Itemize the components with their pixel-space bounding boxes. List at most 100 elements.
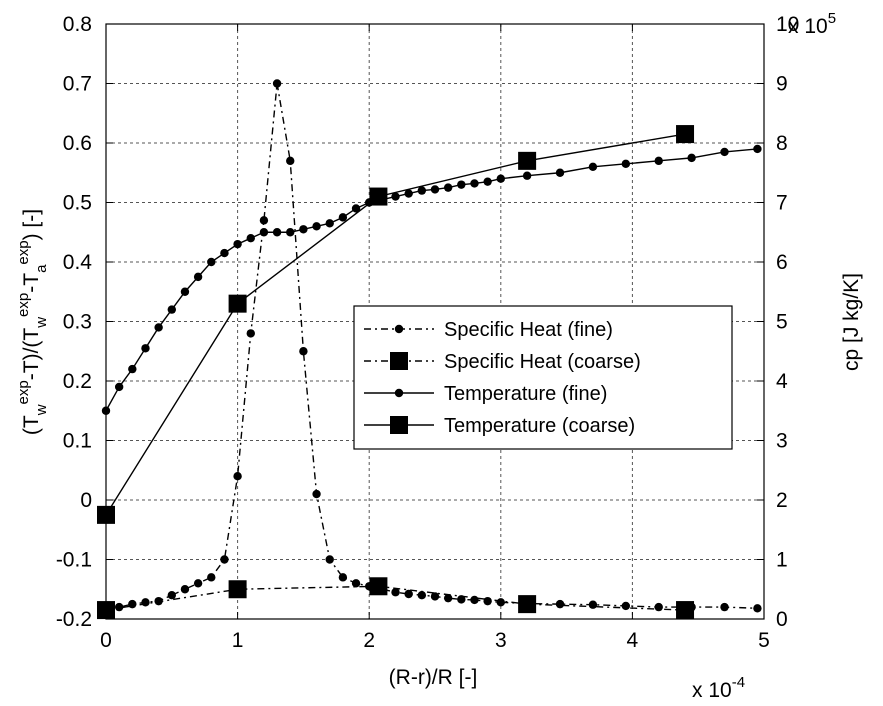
data-point-specific-heat-fine — [220, 555, 229, 564]
y-right-tick-label: 6 — [776, 251, 788, 274]
y-left-tick-label: 0.4 — [63, 251, 93, 274]
data-point-temperature-coarse — [97, 505, 115, 524]
data-point-specific-heat-fine — [272, 79, 282, 88]
data-point-specific-heat-fine — [312, 489, 321, 499]
data-point-temperature-fine — [286, 228, 295, 237]
data-point-temperature-fine — [483, 177, 492, 186]
data-point-specific-heat-fine — [338, 573, 348, 582]
legend-label: Specific Heat (fine) — [444, 319, 613, 341]
x-tick-label: 5 — [758, 629, 770, 652]
data-point-specific-heat-fine — [180, 585, 190, 594]
y-right-axis-multiplier: x 105 — [788, 10, 836, 38]
data-point-specific-heat-coarse — [518, 595, 537, 614]
data-point-temperature-fine — [443, 183, 453, 192]
data-point-specific-heat-fine — [621, 601, 631, 611]
data-point-temperature-fine — [233, 239, 242, 249]
data-point-temperature-fine — [391, 192, 400, 201]
legend-marker — [390, 352, 408, 370]
data-point-specific-heat-fine — [325, 555, 334, 564]
y-left-tick-label: 0 — [80, 489, 92, 512]
data-point-temperature-fine — [555, 168, 565, 177]
data-point-temperature-fine — [457, 180, 466, 189]
data-point-temperature-fine — [470, 179, 479, 188]
data-point-specific-heat-fine — [753, 604, 762, 613]
data-point-temperature-fine — [193, 272, 203, 282]
data-point-specific-heat-coarse — [228, 580, 247, 599]
legend-item: Temperature (fine) — [364, 383, 607, 405]
y-right-tick-label: 8 — [776, 132, 788, 155]
y-left-tick-label: 0.7 — [63, 73, 92, 96]
data-point-temperature-fine — [180, 287, 190, 296]
data-point-specific-heat-fine — [193, 579, 203, 588]
data-point-specific-heat-fine — [654, 602, 663, 612]
data-point-specific-heat-fine — [443, 593, 453, 603]
y-left-axis-label: (Twexp-T)/(Twexp-Taexp) [-] — [15, 209, 50, 435]
legend-item: Specific Heat (coarse) — [364, 351, 641, 373]
data-point-specific-heat-fine — [588, 600, 598, 609]
data-point-temperature-fine — [522, 171, 532, 180]
y-left-tick-label: 0.3 — [63, 311, 92, 334]
x-tick-label: 3 — [495, 629, 507, 652]
x-axis-ticks: 0 1 2 3 4 5 — [100, 24, 770, 652]
y-left-tick-label: -0.1 — [56, 549, 92, 572]
y-right-axis-label: cp [J kg/K] — [840, 273, 863, 371]
y-right-tick-label: 0 — [776, 608, 788, 631]
data-point-specific-heat-fine — [555, 599, 565, 609]
data-point-specific-heat-fine — [430, 592, 440, 601]
data-point-temperature-fine — [430, 185, 440, 194]
data-point-specific-heat-fine — [114, 602, 124, 612]
data-point-temperature-fine — [246, 234, 255, 243]
data-point-specific-heat-fine — [207, 573, 216, 582]
legend-item: Specific Heat (fine) — [364, 319, 613, 341]
data-point-specific-heat-fine — [391, 588, 400, 597]
data-point-temperature-coarse — [676, 125, 695, 144]
x-tick-label: 2 — [363, 629, 375, 652]
data-point-specific-heat-fine — [351, 579, 361, 588]
y-left-tick-label: -0.2 — [56, 608, 92, 631]
data-point-temperature-fine — [272, 228, 282, 237]
data-point-temperature-fine — [299, 225, 308, 234]
data-point-specific-heat-fine — [457, 595, 466, 604]
y-right-tick-label: 4 — [776, 370, 788, 393]
data-point-specific-heat-fine — [404, 589, 413, 599]
legend: Specific Heat (fine) Specific Heat (coars… — [353, 305, 733, 450]
data-point-temperature-fine — [325, 219, 334, 228]
data-point-temperature-fine — [220, 248, 229, 258]
data-point-specific-heat-fine — [496, 598, 505, 607]
legend-label: Temperature (coarse) — [444, 415, 635, 437]
x-axis-multiplier: x 10-4 — [692, 674, 745, 702]
data-point-specific-heat-fine — [246, 329, 255, 338]
y-left-tick-label: 0.6 — [63, 132, 92, 155]
y-left-tick-label: 0.8 — [63, 13, 92, 36]
y-right-tick-label: 9 — [776, 73, 788, 96]
data-point-specific-heat-fine — [141, 598, 150, 607]
data-point-temperature-coarse — [369, 187, 388, 206]
legend-item: Temperature (coarse) — [364, 415, 635, 437]
y-right-tick-label: 3 — [776, 430, 788, 453]
y-left-tick-label: 0.2 — [63, 370, 92, 393]
data-point-temperature-fine — [588, 162, 598, 171]
data-point-specific-heat-coarse — [676, 601, 695, 620]
legend-marker — [394, 324, 404, 334]
data-point-specific-heat-fine — [299, 347, 308, 356]
y-left-tick-label: 0.5 — [63, 192, 92, 215]
data-point-temperature-fine — [101, 406, 111, 415]
data-point-temperature-fine — [753, 144, 762, 154]
data-point-temperature-fine — [621, 159, 631, 169]
series-layer — [97, 79, 762, 620]
legend-label: Temperature (fine) — [444, 383, 607, 405]
data-point-specific-heat-fine — [470, 595, 479, 605]
data-point-temperature-fine — [417, 186, 427, 195]
data-point-specific-heat-coarse — [369, 577, 388, 596]
data-point-specific-heat-fine — [233, 472, 242, 481]
series-temperature-fine — [101, 144, 762, 415]
y-left-axis-ticks: -0.2 -0.1 0 0.1 0.2 0.3 0.4 0.5 0.6 0.7 0.8 — [56, 13, 113, 631]
y-left-tick-label: 0.1 — [63, 430, 92, 453]
legend-marker — [390, 416, 408, 434]
data-point-temperature-fine — [720, 147, 729, 157]
data-point-temperature-fine — [207, 257, 216, 267]
y-right-tick-label: 1 — [776, 549, 788, 572]
data-point-specific-heat-fine — [286, 156, 295, 166]
data-point-temperature-fine — [687, 153, 696, 163]
